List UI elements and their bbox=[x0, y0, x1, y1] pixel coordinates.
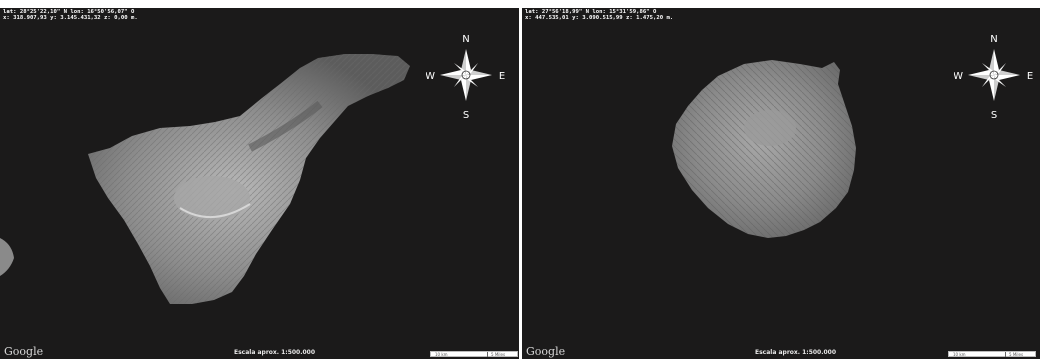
scalebar-mi: 5 Miles bbox=[1009, 351, 1024, 357]
coord-latlon: lat: 28°25'22,10" N lon: 16°50'56,07" O bbox=[3, 9, 135, 15]
coordinate-readout: lat: 27°56'18,99" N lon: 15°31'59,86" O … bbox=[525, 9, 673, 22]
coordinate-readout: lat: 28°25'22,10" N lon: 16°50'56,07" O … bbox=[3, 9, 138, 22]
coord-xyz: x: 318.907,93 y: 3.145.431,32 z: 0,00 m. bbox=[3, 15, 138, 22]
compass-w: W bbox=[954, 71, 963, 82]
compass-s: S bbox=[991, 110, 997, 120]
compass-n: N bbox=[462, 34, 469, 45]
scale-label: Escala aprox. 1:500.000 bbox=[755, 349, 837, 356]
compass-rose-icon: N S E W bbox=[953, 30, 1034, 121]
scale-bar: 10 km 5 Miles bbox=[430, 351, 518, 357]
coord-xyz: x: 447.535,01 y: 3.090.515,99 z: 1.475,2… bbox=[525, 15, 674, 22]
scale-label: Escala aprox. 1:500.000 bbox=[234, 349, 316, 356]
compass-rose-icon: N S E W bbox=[425, 30, 506, 121]
compass-e: E bbox=[1027, 71, 1033, 82]
compass-w: W bbox=[426, 71, 435, 82]
map-panel-left[interactable]: lat: 28°25'22,10" N lon: 16°50'56,07" O … bbox=[0, 8, 519, 359]
scale-bar: 10 km 5 Miles bbox=[948, 351, 1036, 357]
map-panel-right[interactable]: lat: 27°56'18,99" N lon: 15°31'59,86" O … bbox=[522, 8, 1040, 359]
scalebar-mi: 5 Miles bbox=[491, 351, 506, 357]
scalebar-km: 10 km bbox=[953, 351, 966, 357]
google-logo: Google bbox=[4, 345, 44, 358]
compass-e: E bbox=[499, 71, 505, 82]
island-tenerife bbox=[0, 54, 410, 304]
compass-n: N bbox=[990, 34, 997, 45]
coord-latlon: lat: 27°56'18,99" N lon: 15°31'59,86" O bbox=[525, 9, 657, 15]
google-logo: Google bbox=[526, 345, 566, 358]
island-gran-canaria bbox=[672, 60, 856, 238]
scalebar-km: 10 km bbox=[435, 351, 448, 357]
compass-s: S bbox=[463, 110, 469, 120]
